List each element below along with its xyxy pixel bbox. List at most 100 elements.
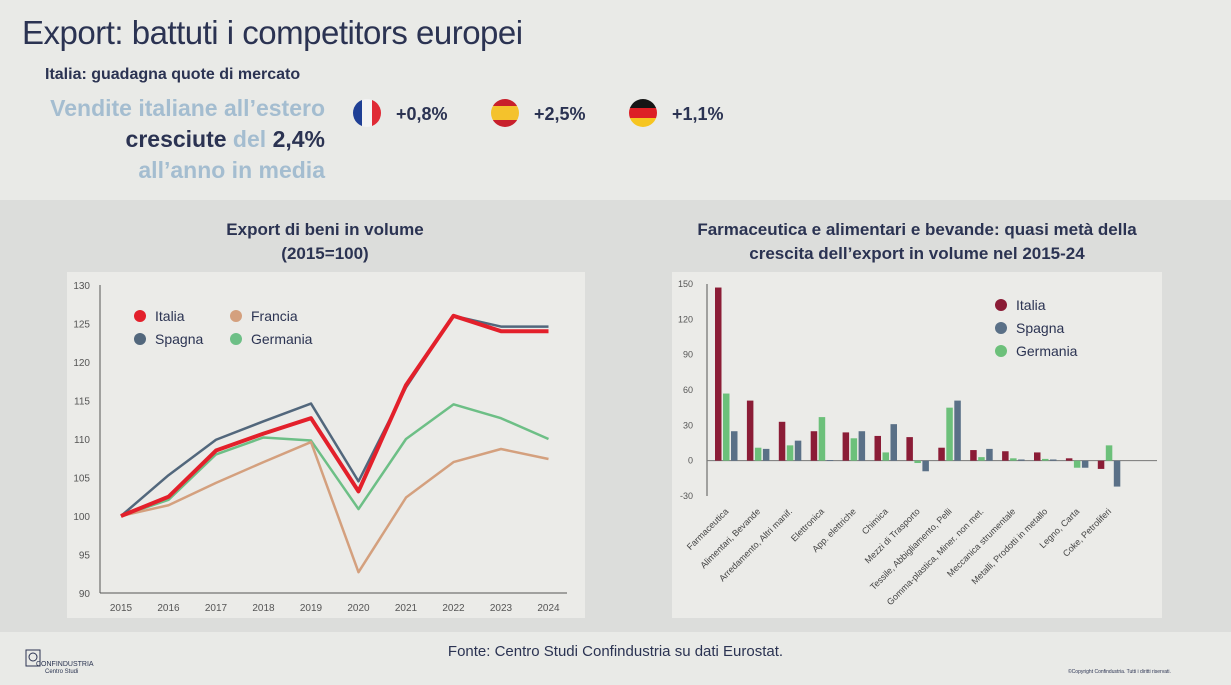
line-chart-title: Export di beni in volume (2015=100) [125, 218, 525, 266]
x-tick-label: 2016 [157, 603, 180, 614]
legend-marker-germania [995, 345, 1007, 357]
headline-emphasis: cresciute [125, 126, 227, 152]
bar-spagna [762, 448, 770, 461]
bar-spagna [858, 431, 866, 461]
bar-germania [946, 407, 953, 461]
bar-spagna [731, 431, 738, 461]
bar-spagna [1018, 459, 1025, 461]
y-tick-label: 105 [73, 474, 90, 485]
series-line-italia [120, 313, 549, 518]
bar-italia [810, 431, 818, 461]
bar-italia [970, 450, 977, 461]
spain-growth-value: +2,5% [534, 104, 586, 124]
legend-label-spagna: Spagna [1016, 320, 1064, 336]
bar-germania [1010, 458, 1017, 461]
y-tick-label: 120 [678, 314, 693, 324]
x-tick-label: 2023 [490, 603, 513, 614]
y-tick-label: 115 [74, 397, 90, 408]
source-note: Fonte: Centro Studi Confindustria su dat… [447, 643, 784, 660]
bar-italia [1002, 451, 1009, 461]
bar-germania [882, 452, 889, 461]
legend-marker-italia [134, 310, 146, 322]
spain-flag-icon [491, 99, 519, 127]
bar-chart-panel: -30 0 30 60 90 120 150 Farmaceutica Alimentari, … [672, 272, 1162, 618]
y-tick-label: 60 [683, 385, 693, 395]
y-tick-label: 0 [688, 456, 693, 466]
bar-chart-title-line1: Farmaceutica e alimentari e bevande: qua… [697, 220, 1137, 239]
bar-italia [1034, 452, 1041, 461]
y-tick-label: 110 [74, 435, 90, 446]
bar-italia [715, 287, 722, 461]
bar-spagna [922, 460, 929, 472]
series-line-francia [120, 440, 549, 574]
x-category-label: Chimica [860, 506, 890, 536]
logo-subtext: Centro Studi [45, 669, 79, 675]
confindustria-emblem-icon [25, 649, 41, 667]
france-flag-icon [353, 99, 381, 127]
copyright: ©Copyright Confindustria. Tutti i diritt… [1068, 669, 1171, 675]
bar-spagna [986, 448, 993, 461]
legend-marker-germania [230, 333, 242, 345]
bar-chart-title: Farmaceutica e alimentari e bevande: qua… [667, 218, 1167, 266]
y-tick-label: 90 [683, 350, 693, 360]
bar-germania [786, 445, 794, 461]
bar-italia [842, 432, 850, 461]
x-tick-label: 2021 [395, 603, 418, 614]
bar-spagna [954, 400, 961, 461]
headline-part: Vendite italiane all’estero [50, 95, 325, 121]
y-tick-label: 95 [79, 551, 91, 562]
y-tick-label: 120 [73, 358, 90, 369]
bar-germania [1073, 460, 1081, 468]
x-tick-label: 2018 [252, 603, 275, 614]
france-growth-value: +0,8% [396, 104, 448, 124]
page-subtitle: Italia: guadagna quote di mercato [45, 66, 301, 83]
y-tick-label: 100 [73, 512, 90, 523]
bar-spagna [1081, 460, 1089, 468]
bar-spagna [1113, 460, 1121, 487]
germany-flag-icon [629, 99, 657, 127]
x-tick-label: 2022 [442, 603, 465, 614]
bar-italia [1065, 458, 1073, 461]
headline-emphasis: 2,4% [272, 126, 325, 152]
legend-label-italia: Italia [1016, 297, 1046, 313]
bar-spagna [1050, 459, 1057, 461]
bar-italia [938, 447, 945, 461]
legend-label-germania: Germania [251, 331, 313, 347]
series-line-germania [120, 403, 550, 518]
bar-germania [723, 393, 730, 461]
legend-label-spagna: Spagna [155, 331, 203, 347]
germany-growth-value: +1,1% [672, 104, 724, 124]
bar-italia [746, 400, 754, 461]
bar-germania [818, 417, 826, 461]
legend-label-italia: Italia [155, 308, 185, 324]
bar-italia [906, 437, 913, 461]
series-line-spagna [120, 314, 549, 517]
bar-germania [850, 438, 858, 461]
headline-text: Vendite italiane all’estero cresciute de… [40, 93, 325, 186]
legend-marker-francia [230, 310, 242, 322]
x-tick-label: 2017 [205, 603, 228, 614]
bar-spagna [890, 424, 897, 461]
bar-germania [1105, 445, 1113, 461]
bar-germania [978, 457, 985, 461]
bar-chart-title-line2: crescita dell’export in volume nel 2015-… [749, 244, 1085, 263]
bar-germania [1042, 458, 1049, 461]
x-tick-label: 2015 [110, 603, 133, 614]
headline-part: del [226, 126, 273, 152]
bar-italia [874, 435, 881, 461]
legend-label-germania: Germania [1016, 343, 1078, 359]
legend-marker-spagna [995, 322, 1007, 334]
bar-spagna [826, 460, 834, 461]
line-chart-title-main: Export di beni in volume [226, 220, 424, 239]
y-tick-label: 125 [73, 320, 90, 331]
headline-part: all’anno in media [138, 157, 325, 183]
bar-italia [778, 421, 786, 461]
legend-marker-spagna [134, 333, 146, 345]
bar-spagna [794, 440, 802, 461]
bar-germania [754, 447, 762, 461]
y-tick-label: -30 [680, 491, 693, 501]
line-chart-panel: 90 95 100 105 110 115 120 125 130 2015 2016 2017 201… [67, 272, 585, 618]
line-chart: 90 95 100 105 110 115 120 125 130 2015 2016 2017 201… [73, 281, 567, 614]
y-tick-label: 30 [683, 420, 693, 430]
logo-text: CONFINDUSTRIA [36, 661, 94, 668]
